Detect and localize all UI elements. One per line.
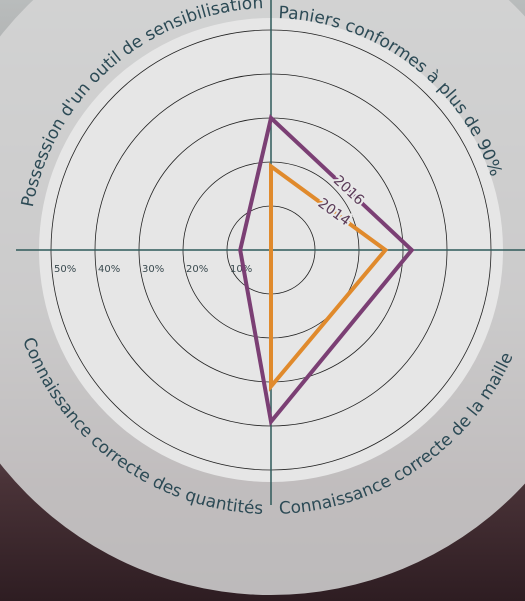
r-tick-label: 50%: [54, 264, 76, 275]
r-tick-label: 10%: [230, 264, 252, 275]
series-line: [238, 114, 415, 427]
series-line: [269, 162, 389, 392]
r-tick-label: 20%: [186, 264, 208, 275]
r-tick-label: 40%: [98, 264, 120, 275]
r-tick-label: 30%: [142, 264, 164, 275]
